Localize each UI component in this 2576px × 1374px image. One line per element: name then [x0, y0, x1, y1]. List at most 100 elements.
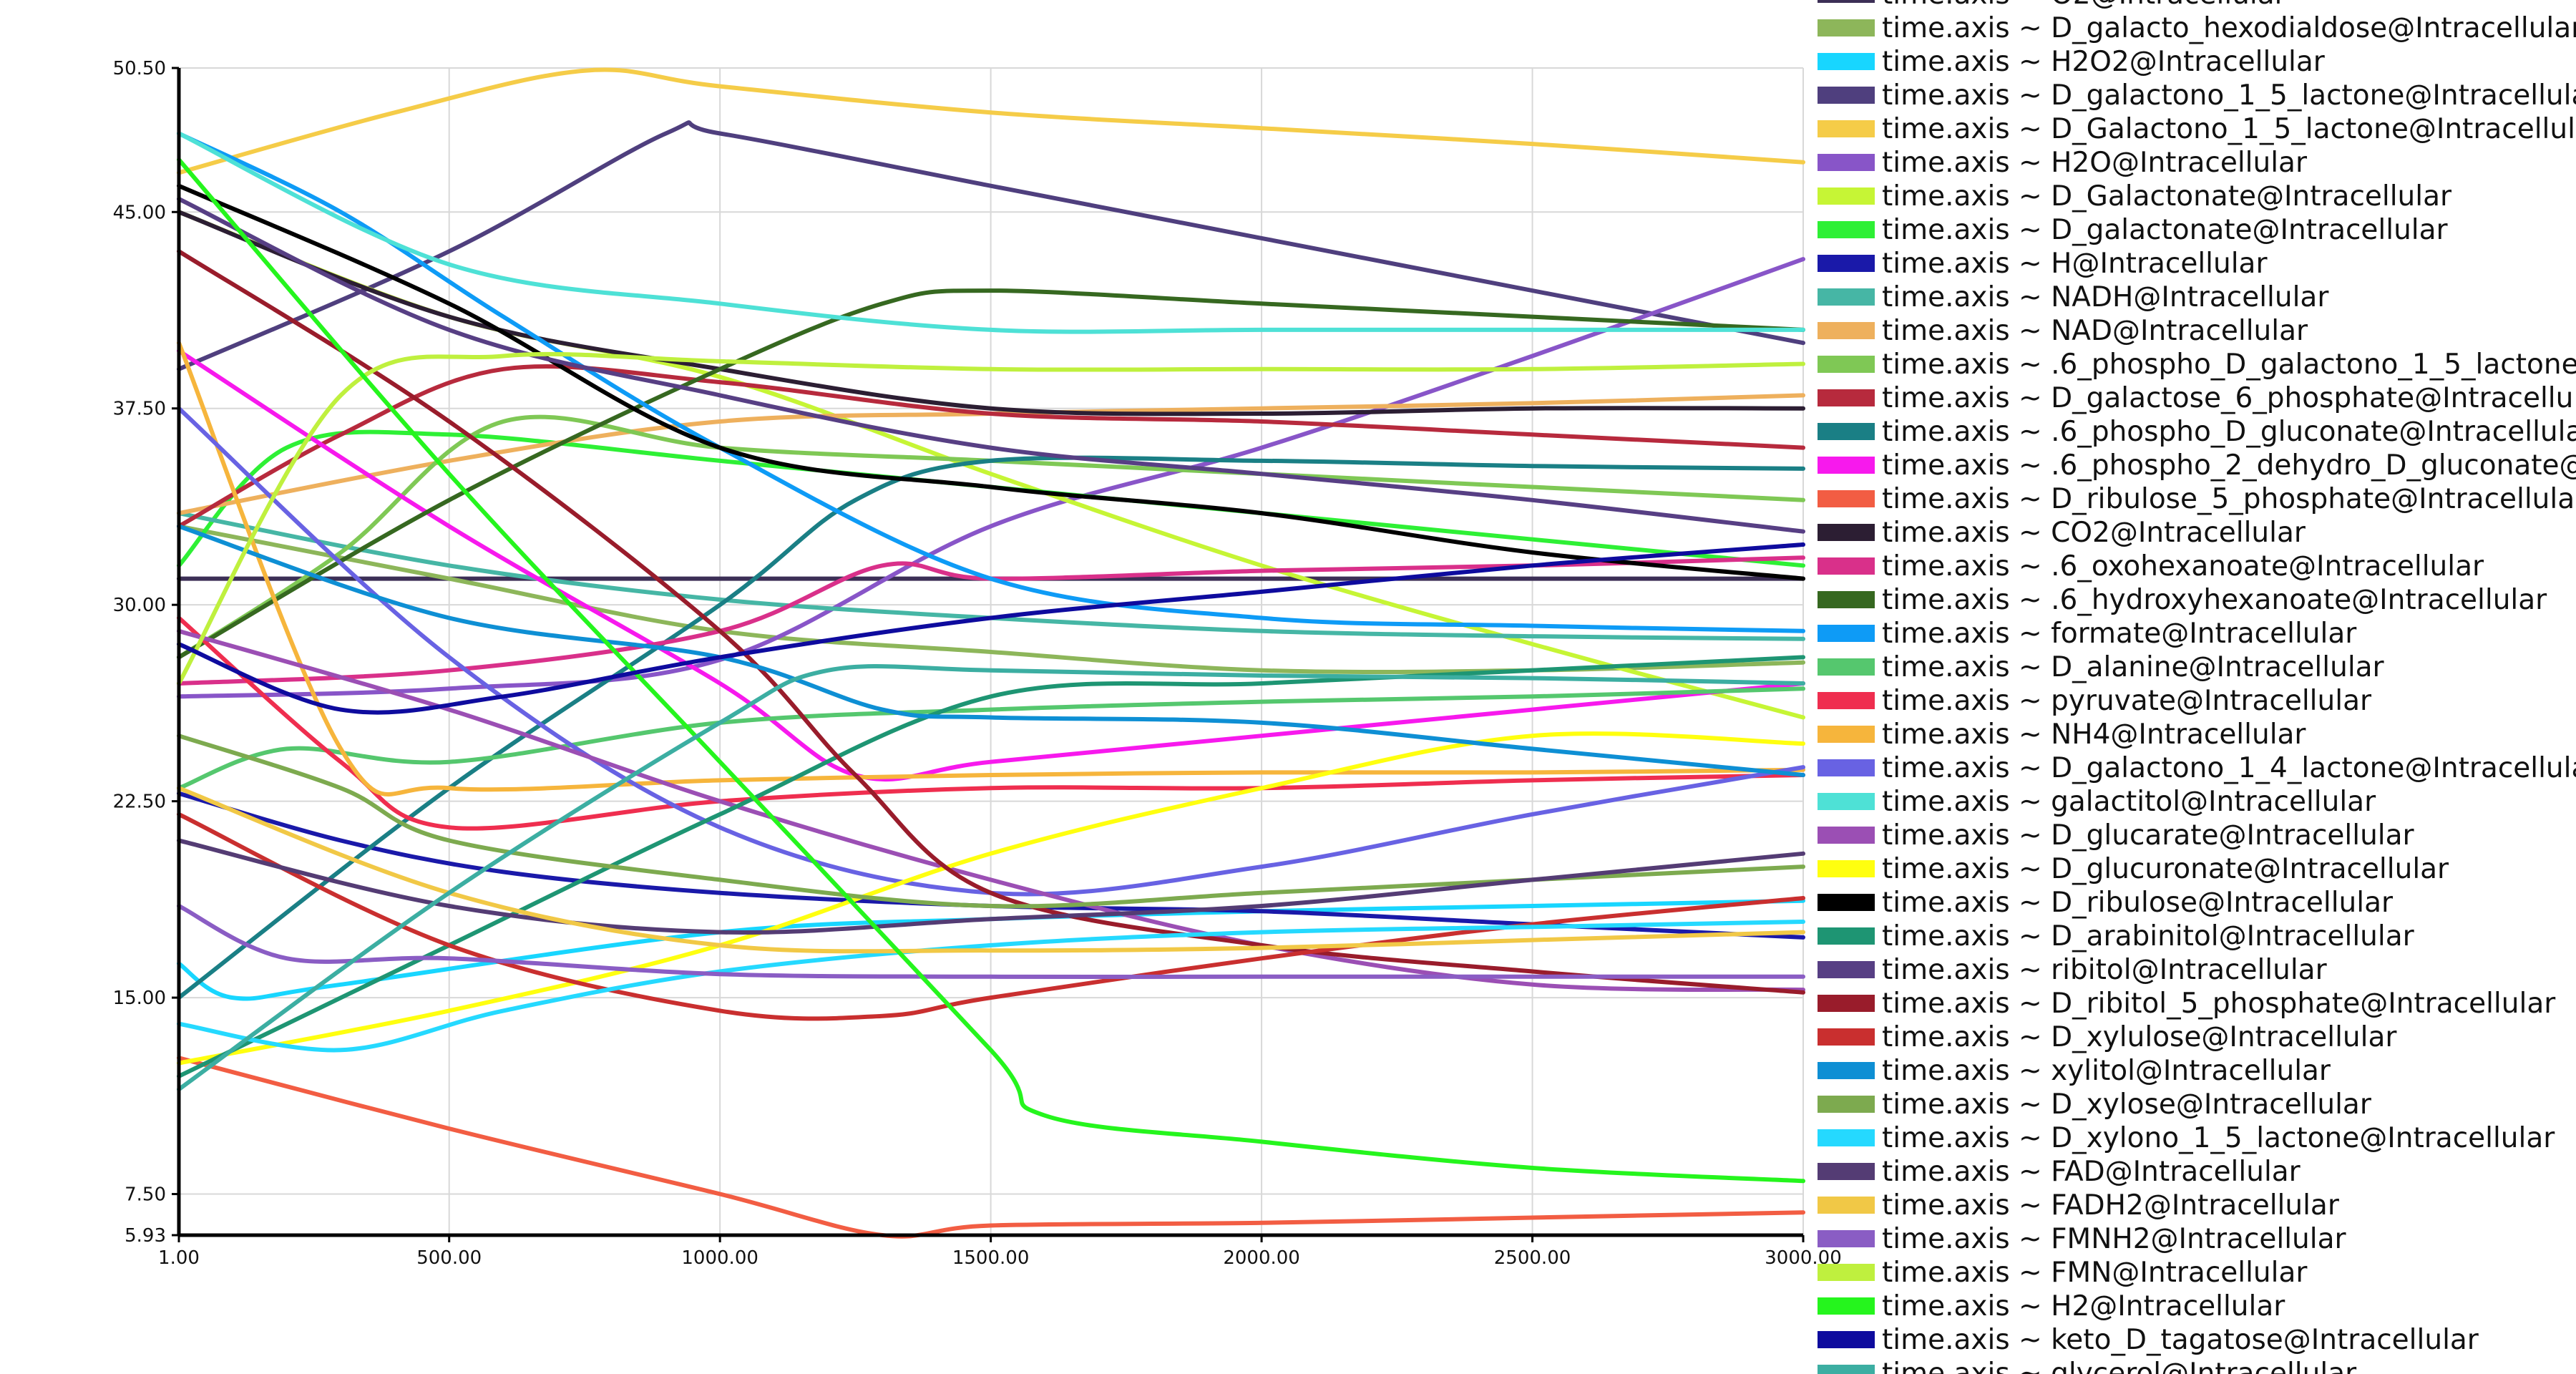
legend-swatch	[1818, 154, 1875, 171]
series-line-29	[177, 197, 1805, 534]
legend-label: time.axis ~ NADH@Intracellular	[1882, 281, 2329, 313]
legend-label: time.axis ~ D_xylono_1_5_lactone@Intrace…	[1882, 1122, 2555, 1154]
legend-swatch	[1818, 1264, 1875, 1281]
x-tick-label: 2000.00	[1223, 1247, 1300, 1269]
legend-label: time.axis ~ D_Galactono_1_5_lactone@Intr…	[1882, 113, 2576, 145]
legend-label: time.axis ~ pyruvate@Intracellular	[1882, 685, 2372, 717]
legend-swatch	[1818, 221, 1875, 238]
legend-label: time.axis ~ CO2@Intracellular	[1882, 517, 2306, 549]
plot-area	[177, 67, 1805, 1239]
series-line-15	[177, 1056, 1805, 1239]
series-line-22	[177, 341, 1805, 796]
legend-label: time.axis ~ D_galactonate@Intracellular	[1882, 214, 2449, 246]
legend-swatch	[1818, 557, 1875, 575]
series-line-38	[177, 351, 1805, 686]
legend-swatch	[1818, 1163, 1875, 1180]
y-tick-label: 5.93	[125, 1225, 166, 1247]
legend-swatch	[1818, 1096, 1875, 1113]
legend-label: time.axis ~ D_ribulose@Intracellular	[1882, 887, 2394, 919]
series-line-3	[177, 120, 1805, 371]
legend-label: time.axis ~ H2O@Intracellular	[1882, 147, 2308, 179]
x-tick-label: 2500.00	[1494, 1247, 1571, 1269]
legend-label: time.axis ~ .6_phospho_2_dehydro_D_gluco…	[1882, 449, 2576, 482]
legend-label: time.axis ~ D_galactono_1_4_lactone@Intr…	[1882, 752, 2576, 784]
series-line-41	[177, 663, 1805, 1092]
legend-label: time.axis ~ .6_oxohexanoate@Intracellula…	[1882, 550, 2484, 583]
legend-swatch	[1818, 322, 1875, 339]
legend-swatch	[1818, 995, 1875, 1012]
legend-swatch	[1818, 0, 1875, 3]
y-tick-label: 45.00	[113, 202, 166, 223]
series-line-25	[177, 628, 1805, 993]
series-line-18	[177, 288, 1805, 660]
legend-label: time.axis ~ .6_hydroxyhexanoate@Intracel…	[1882, 584, 2547, 616]
legend-label: time.axis ~ D_ribulose_5_phosphate@Intra…	[1882, 483, 2576, 515]
legend-swatch	[1818, 1365, 1875, 1374]
legend-swatch	[1818, 423, 1875, 440]
legend-swatch	[1818, 759, 1875, 776]
legend-label: time.axis ~ H2@Intracellular	[1882, 1290, 2285, 1322]
legend-label: time.axis ~ D_glucarate@Intracellular	[1882, 819, 2415, 852]
legend-swatch	[1818, 591, 1875, 608]
legend-label: time.axis ~ NAD@Intracellular	[1882, 315, 2308, 347]
legend-swatch	[1818, 187, 1875, 205]
legend-label: time.axis ~ xylitol@Intracellular	[1882, 1055, 2331, 1087]
legend-label: time.axis ~ D_arabinitol@Intracellular	[1882, 920, 2415, 952]
axes: 1.00 500.00 1000.00 1500.00 2000.00 2500.00 30…	[113, 58, 1842, 1269]
legend-label: time.axis ~ glycerol@Intracellular	[1882, 1358, 2357, 1374]
legend-label: time.axis ~ ribitol@Intracellular	[1882, 954, 2328, 986]
legend-swatch	[1818, 356, 1875, 373]
legend-swatch	[1818, 87, 1875, 104]
series-line-32	[177, 524, 1805, 777]
legend-label: time.axis ~ D_ribitol_5_phosphate@Intrac…	[1882, 988, 2556, 1020]
legend-label: time.axis ~ .6_phospho_D_galactono_1_5_l…	[1882, 349, 2576, 381]
legend-swatch	[1818, 389, 1875, 406]
series-line-39	[177, 157, 1805, 1184]
series-line-24	[177, 131, 1805, 334]
legend-label: time.axis ~ FAD@Intracellular	[1882, 1156, 2301, 1188]
series-line-20	[177, 686, 1805, 791]
legend-label: time.axis ~ H2O2@Intracellular	[1882, 46, 2326, 78]
legend-label: time.axis ~ H@Intracellular	[1882, 248, 2268, 280]
legend-label: time.axis ~ D_galacto_hexodialdose@Intra…	[1882, 12, 2576, 44]
legend-label: time.axis ~ FMN@Intracellular	[1882, 1257, 2308, 1289]
legend-label: time.axis ~ D_alanine@Intracellular	[1882, 651, 2385, 683]
legend-swatch	[1818, 288, 1875, 306]
legend-swatch	[1818, 927, 1875, 945]
legend-swatch	[1818, 625, 1875, 642]
series-line-11	[177, 414, 1805, 660]
series-line-16	[177, 210, 1805, 416]
legend-swatch	[1818, 255, 1875, 272]
legend-swatch	[1818, 860, 1875, 877]
legend-swatch	[1818, 894, 1875, 911]
series-line-27	[177, 183, 1805, 581]
legend-swatch	[1818, 658, 1875, 676]
legend-label: time.axis ~ keto_D_tagatose@Intracellula…	[1882, 1324, 2479, 1356]
legend-label: time.axis ~ .6_phospho_D_gluconate@Intra…	[1882, 416, 2576, 448]
x-tick-label: 500.00	[416, 1247, 482, 1269]
y-tick-label: 30.00	[113, 595, 166, 616]
legend-label: time.axis ~ D_glucuronate@Intracellular	[1882, 853, 2449, 885]
y-tick-label: 22.50	[113, 791, 166, 813]
legend-label: time.axis ~ D_xylose@Intracellular	[1882, 1088, 2372, 1121]
legend-label: time.axis ~ galactitol@Intracellular	[1882, 786, 2376, 818]
legend-swatch	[1818, 1062, 1875, 1079]
series-line-12	[177, 364, 1805, 529]
y-tick-label: 7.50	[125, 1184, 166, 1206]
legend-swatch	[1818, 524, 1875, 541]
legend-label: time.axis ~ D_Galactonate@Intracellular	[1882, 180, 2452, 213]
y-tick-label: 37.50	[113, 399, 166, 420]
legend-label: time.axis ~ D_galactose_6_phosphate@Intr…	[1882, 382, 2576, 414]
legend-label: time.axis ~ formate@Intracellular	[1882, 618, 2357, 650]
legend-swatch	[1818, 1230, 1875, 1247]
series-line-30	[177, 249, 1805, 995]
legend-swatch	[1818, 793, 1875, 810]
legend-label: time.axis ~ O2@Intracellular	[1882, 0, 2287, 11]
x-tick-label: 1.00	[158, 1247, 200, 1269]
series-line-26	[177, 731, 1805, 1066]
series-line-23	[177, 406, 1805, 897]
legend-swatch	[1818, 961, 1875, 978]
legend-label: time.axis ~ D_galactono_1_5_lactone@Intr…	[1882, 79, 2576, 112]
